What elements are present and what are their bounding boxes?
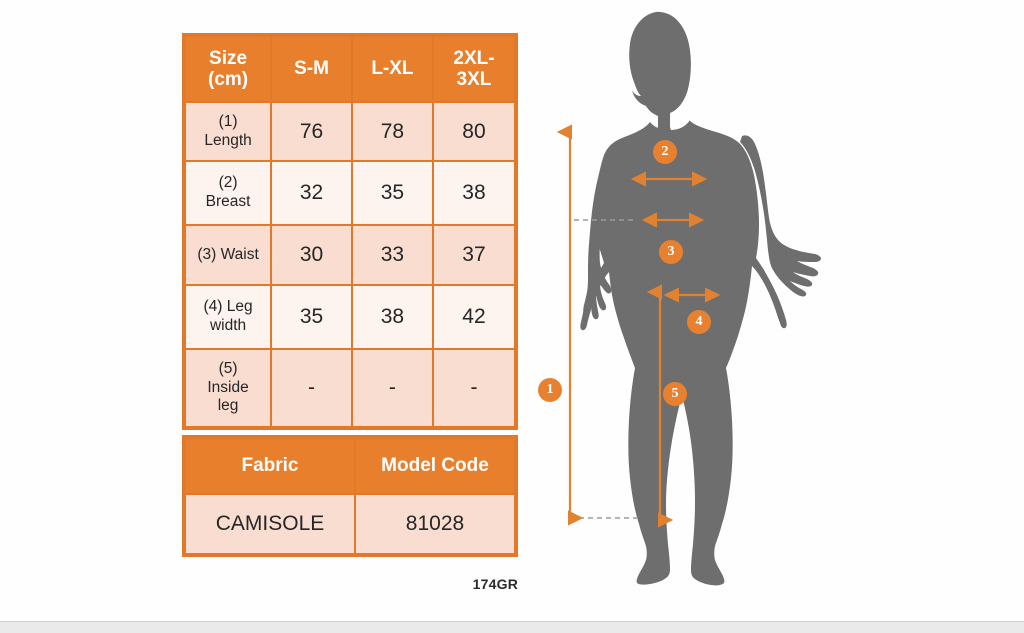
column-header-size: Size (cm) [186,37,271,101]
row-label-leg-width-line1: (4) Leg [203,298,253,316]
column-header-fabric: Fabric [186,439,354,493]
row-label-inside-leg-line2: Inside [207,378,249,396]
row-label-length-line1: (1) [218,112,238,130]
cell-breast-2xl-3xl: 38 [433,162,514,224]
cell-fabric-value: CAMISOLE [186,495,354,553]
fabric-info-table: Fabric Model Code CAMISOLE 81028 [182,435,518,557]
row-label-breast-line1: (2) [218,174,238,192]
cell-length-l-xl: 78 [352,103,432,160]
column-header-2xl-3xl: 2XL- 3XL [433,37,514,101]
row-label-leg-width: (4) Leg width [186,286,271,348]
table-row-length: (1) Length 76 78 80 [186,103,514,160]
cell-leg-width-2xl-3xl: 42 [433,286,514,348]
cell-waist-l-xl: 33 [352,226,432,284]
row-label-breast-line2: Breast [205,193,251,210]
table-row-breast: (2) Breast 32 35 38 [186,162,514,224]
column-header-model-code: Model Code [356,439,514,493]
row-label-waist: (3) Waist [186,226,271,284]
measurement-badge-2: 2 [653,140,677,164]
row-label-inside-leg-line3: leg [217,397,239,415]
row-label-length: (1) Length [186,103,271,160]
cell-waist-2xl-3xl: 37 [433,226,514,284]
table-header-row: Size (cm) S-M L-XL 2XL- 3XL [186,37,514,101]
cell-length-2xl-3xl: 80 [433,103,514,160]
cell-inside-leg-l-xl: - [352,350,432,426]
cell-length-s-m: 76 [272,103,351,160]
measurement-badge-3: 3 [659,240,683,264]
cell-inside-leg-s-m: - [272,350,351,426]
row-label-length-line2: Length [204,131,252,149]
fabric-header-row: Fabric Model Code [186,439,514,493]
table-row-leg-width: (4) Leg width 35 38 42 [186,286,514,348]
column-header-l-xl: L-XL [352,37,432,101]
body-figure-panel [540,0,880,610]
bottom-status-strip [0,621,1024,633]
fabric-value-row: CAMISOLE 81028 [186,495,514,553]
cell-breast-s-m: 32 [272,162,351,224]
row-label-breast: (2) Breast [186,162,271,224]
product-code-caption: 174GR [472,576,518,592]
cell-model-code-value: 81028 [356,495,514,553]
size-header-line2: (cm) [208,69,249,90]
table-row-inside-leg: (5) Inside leg - - - [186,350,514,426]
row-label-inside-leg-line1: (5) [218,360,238,378]
cell-leg-width-s-m: 35 [272,286,351,348]
cell-waist-s-m: 30 [272,226,351,284]
cell-inside-leg-2xl-3xl: - [433,350,514,426]
column-header-s-m: S-M [272,37,351,101]
cell-leg-width-l-xl: 38 [352,286,432,348]
measurement-badge-5: 5 [663,382,687,406]
measurement-badge-4: 4 [687,310,711,334]
size-chart-table: Size (cm) S-M L-XL 2XL- 3XL (1) Length 76… [182,33,518,430]
cell-breast-l-xl: 35 [352,162,432,224]
row-label-inside-leg: (5) Inside leg [186,350,271,426]
measurement-badge-1: 1 [538,378,562,402]
size-header-line1: Size [209,47,248,69]
row-label-leg-width-line2: width [209,317,247,334]
female-silhouette-diagram [556,11,821,586]
table-row-waist: (3) Waist 30 33 37 [186,226,514,284]
silhouette-body [580,11,821,586]
